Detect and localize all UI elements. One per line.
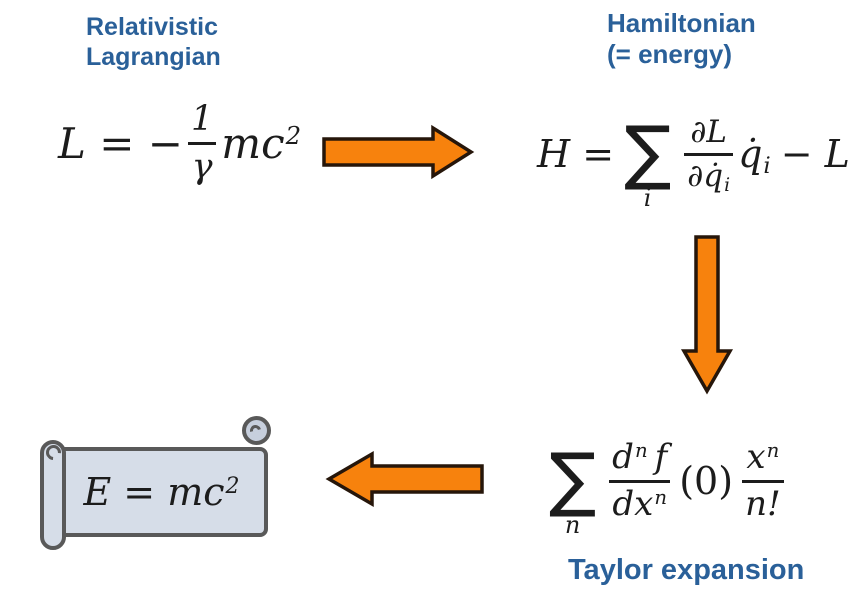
- formula-term: q̇i: [738, 132, 771, 180]
- numerator-base: x: [746, 436, 766, 477]
- term-exponent: 2: [225, 473, 240, 499]
- term-base: E = mc: [83, 470, 225, 514]
- formula-term: E = mc2: [83, 470, 239, 514]
- right-arrow-icon: [322, 124, 475, 180]
- formula-taylor-expansion: ∑ n dn f dxn (0) xn n!: [545, 412, 789, 550]
- fraction-bar: [187, 141, 217, 145]
- term-base: mc: [221, 118, 285, 168]
- label-relativistic-lagrangian: Relativistic Lagrangian: [86, 12, 221, 72]
- fraction-denominator: dxn: [609, 483, 670, 524]
- sigma-limit: i: [643, 184, 652, 213]
- label-line: Lagrangian: [86, 43, 221, 71]
- fraction-numerator: dn f: [609, 436, 670, 477]
- formula-energy: E = mc2: [55, 447, 268, 537]
- numerator-exponent: n: [766, 438, 780, 462]
- label-hamiltonian: Hamiltonian (= energy): [607, 8, 756, 70]
- formula-prefix: L = −: [58, 118, 183, 168]
- label-line: Relativistic: [86, 13, 219, 41]
- fraction-denominator: γ: [191, 146, 213, 187]
- sigma-limit: n: [564, 511, 581, 540]
- evaluation-point: (0): [679, 459, 734, 503]
- term-subscript: i: [763, 153, 771, 180]
- fraction-partial-derivative: ∂L ∂q̇i: [684, 113, 734, 196]
- fraction-bar: [684, 152, 734, 156]
- formula-term: mc2: [221, 119, 301, 168]
- formula-hamiltonian: H = ∑ i ∂L ∂q̇i q̇i − L: [537, 95, 850, 213]
- term-base: q̇: [738, 132, 763, 176]
- numerator-function: f: [654, 436, 668, 477]
- fraction-bar: [609, 479, 671, 483]
- denominator-subscript: i: [724, 174, 731, 196]
- numerator-base: d: [612, 436, 634, 477]
- fraction-denominator: ∂q̇i: [684, 157, 733, 196]
- label-line: Hamiltonian: [607, 8, 756, 38]
- fraction-power-term: xn n!: [742, 436, 784, 524]
- formula-prefix: H =: [537, 132, 615, 176]
- label-line: Taylor expansion: [568, 554, 805, 586]
- down-arrow-icon: [680, 235, 734, 395]
- formula-relativistic-lagrangian: L = − 1 γ mc2: [58, 97, 301, 189]
- denominator-exponent: n: [654, 485, 668, 509]
- label-taylor-expansion: Taylor expansion: [568, 554, 804, 586]
- denominator-base: ∂q̇: [687, 157, 724, 194]
- fraction-numerator: 1: [190, 98, 214, 139]
- fraction-derivative: dn f dxn: [609, 436, 671, 524]
- summation-operator: ∑ i: [624, 110, 672, 213]
- label-line: (= energy): [607, 39, 732, 69]
- numerator-exponent: n: [634, 438, 648, 462]
- down-arrow-shape: [680, 235, 734, 395]
- right-arrow-shape: [322, 124, 475, 180]
- fraction-bar: [742, 479, 784, 483]
- sigma-symbol: ∑: [624, 110, 672, 193]
- fraction-numerator: xn: [743, 436, 782, 477]
- formula-suffix: − L: [780, 132, 850, 176]
- fraction-one-over-gamma: 1 γ: [187, 98, 217, 187]
- fraction-numerator: ∂L: [690, 113, 727, 150]
- fraction-denominator: n!: [745, 483, 781, 524]
- left-arrow-shape: [325, 450, 484, 508]
- scroll-banner: [55, 447, 268, 537]
- scroll-left-roll: [40, 440, 66, 550]
- summation-operator: ∑ n: [549, 437, 597, 540]
- term-exponent: 2: [285, 121, 302, 151]
- scroll-top-right-curl-icon: [242, 416, 271, 445]
- denominator-base: dx: [612, 483, 654, 524]
- sigma-symbol: ∑: [549, 437, 597, 520]
- left-arrow-icon: [325, 450, 484, 508]
